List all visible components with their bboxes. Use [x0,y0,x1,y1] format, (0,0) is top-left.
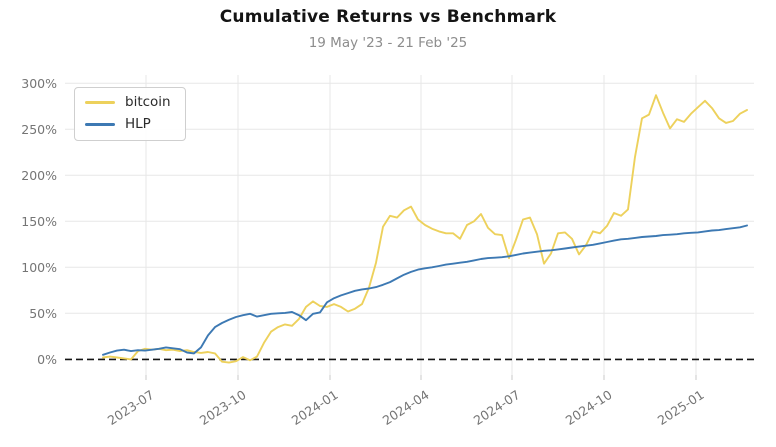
legend-label-bitcoin: bitcoin [125,94,171,110]
x-tick-label: 2024-10 [563,387,615,428]
y-tick-label: 150% [21,214,57,229]
hlp-line-swatch [85,122,115,126]
x-tick-label: 2025-01 [655,387,707,428]
x-tick-label: 2023-10 [197,387,249,428]
legend: bitcoin HLP [74,87,186,141]
legend-label-hlp: HLP [125,115,151,132]
y-tick-label: 300% [21,76,57,91]
bitcoin-line [102,94,748,364]
y-tick-label: 0% [37,352,57,367]
y-tick-label: 50% [29,306,57,321]
hlp-line [102,224,748,356]
chart-title: Cumulative Returns vs Benchmark [219,7,557,27]
x-tick-label: 2024-04 [380,387,432,428]
y-tick-label: 200% [21,168,57,183]
legend-item-hlp: HLP [85,115,175,132]
x-tick-label: 2023-07 [105,387,157,428]
y-tick-label: 250% [21,122,57,137]
legend-item-bitcoin: bitcoin [85,95,175,110]
chart-subtitle: 19 May '23 - 21 Feb '25 [308,35,468,51]
bitcoin-line-swatch [85,100,115,104]
x-tick-label: 2024-07 [471,387,523,428]
y-tick-label: 100% [21,260,57,275]
x-tick-label: 2024-01 [289,387,341,428]
